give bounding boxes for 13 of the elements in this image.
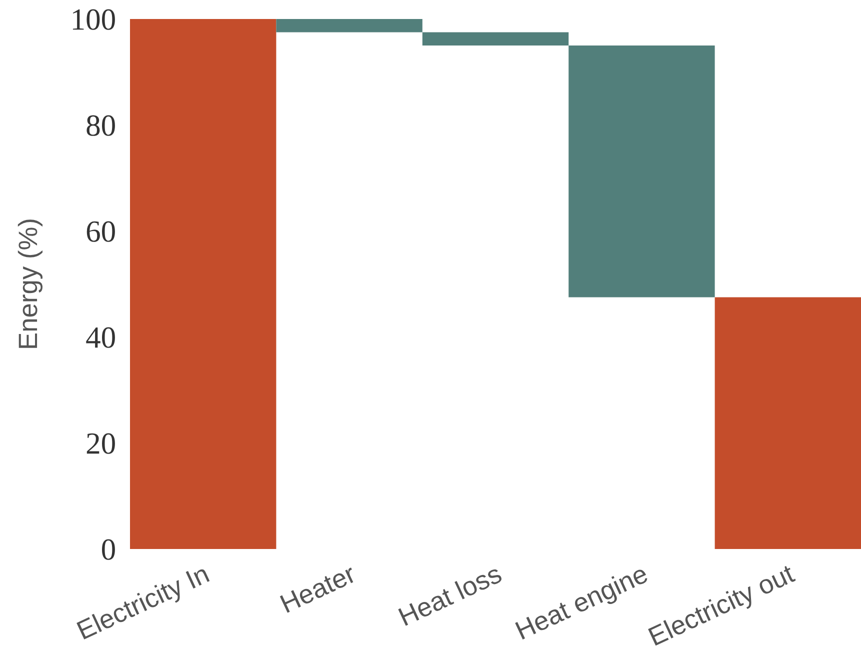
y-tick-label: 100	[72, 9, 115, 30]
bar	[568, 46, 715, 298]
y-axis-title: Energy (%)	[18, 220, 42, 348]
y-tick-label: 40	[86, 327, 115, 348]
y-tick-label: 20	[86, 433, 115, 454]
bar	[714, 297, 861, 549]
y-tick-label: 60	[86, 221, 115, 242]
y-tick-label: 80	[86, 115, 115, 136]
bar	[130, 19, 276, 549]
bar	[276, 19, 422, 32]
bar	[422, 32, 569, 46]
x-tick-label: Heat loss	[398, 563, 503, 626]
y-tick-label: 0	[102, 539, 115, 560]
